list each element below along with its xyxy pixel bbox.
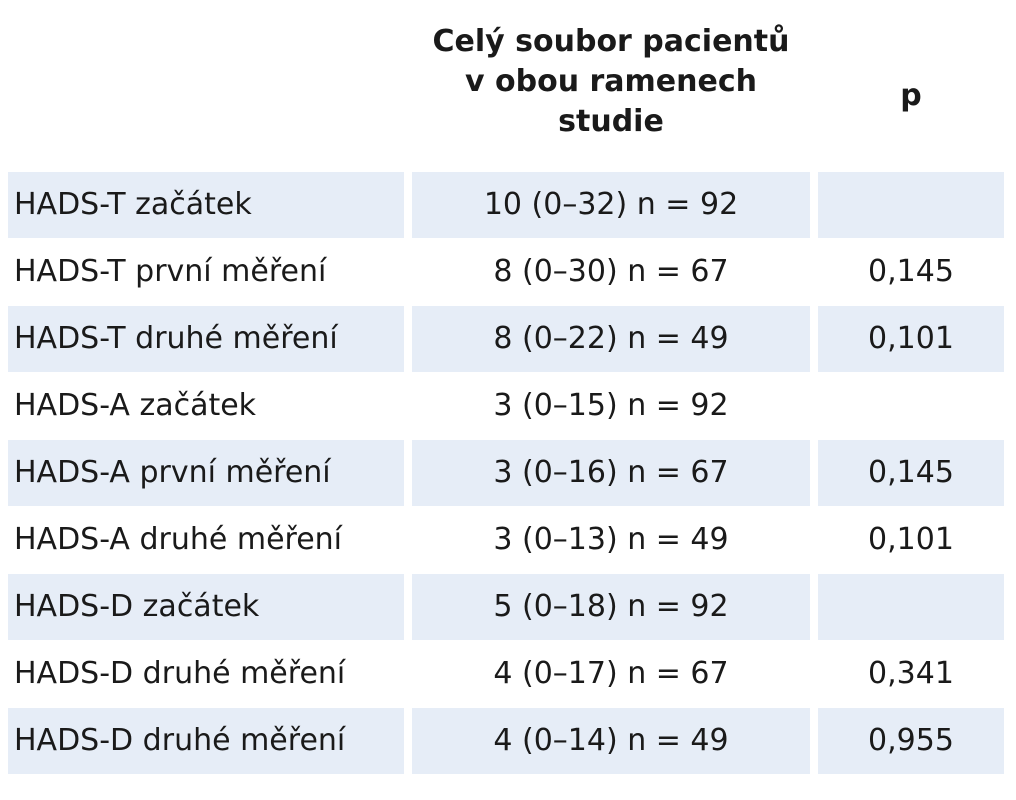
row-label: HADS-T začátek [8,172,404,238]
row-label: HADS-A začátek [14,388,257,423]
row-label: HADS-T druhé měření [8,306,404,372]
row-p-value [818,172,1004,238]
table-row: HADS-A druhé měření 3 (0–13) n = 49 0,10… [0,507,1016,573]
row-p-value: 0,145 [868,254,954,289]
table-header: Celý soubor pacientů v obou ramenech stu… [0,0,1016,170]
column-header-line-3: studie [558,104,664,139]
table-row: HADS-A první měření 3 (0–16) n = 67 0,14… [0,440,1016,506]
row-value: 4 (0–14) n = 49 [412,708,810,774]
table-row: HADS-A začátek 3 (0–15) n = 92 [0,373,1016,439]
row-label: HADS-A první měření [8,440,404,506]
column-header-whole-cohort: Celý soubor pacientů v obou ramenech stu… [412,22,810,142]
row-value: 3 (0–15) n = 92 [493,388,729,423]
table-row: HADS-D začátek 5 (0–18) n = 92 [0,574,1016,640]
row-label: HADS-D druhé měření [14,656,346,691]
column-header-p: p [900,78,922,113]
column-header-line-2: v obou ramenech [465,64,757,99]
row-value: 4 (0–17) n = 67 [493,656,729,691]
row-p-value: 0,145 [818,440,1004,506]
row-value: 3 (0–16) n = 67 [412,440,810,506]
row-p-value [818,373,1004,439]
row-p-value: 0,341 [868,656,954,691]
row-value: 3 (0–13) n = 49 [493,522,729,557]
table-row: HADS-D druhé měření 4 (0–14) n = 49 0,95… [0,708,1016,774]
table-row: HADS-T začátek 10 (0–32) n = 92 [0,172,1016,238]
row-label: HADS-D druhé měření [8,708,404,774]
row-value: 8 (0–22) n = 49 [412,306,810,372]
row-p-value [818,574,1004,640]
row-label: HADS-D začátek [8,574,404,640]
row-p-value: 0,955 [818,708,1004,774]
table-row: HADS-D druhé měření 4 (0–17) n = 67 0,34… [0,641,1016,707]
table-row: HADS-T první měření 8 (0–30) n = 67 0,14… [0,239,1016,305]
row-p-value: 0,101 [868,522,954,557]
row-label: HADS-A druhé měření [14,522,343,557]
row-p-value: 0,101 [818,306,1004,372]
row-value: 10 (0–32) n = 92 [412,172,810,238]
row-value: 5 (0–18) n = 92 [412,574,810,640]
row-value: 8 (0–30) n = 67 [493,254,729,289]
table-row: HADS-T druhé měření 8 (0–22) n = 49 0,10… [0,306,1016,372]
row-label: HADS-T první měření [14,254,327,289]
column-header-line-1: Celý soubor pacientů [432,24,790,59]
